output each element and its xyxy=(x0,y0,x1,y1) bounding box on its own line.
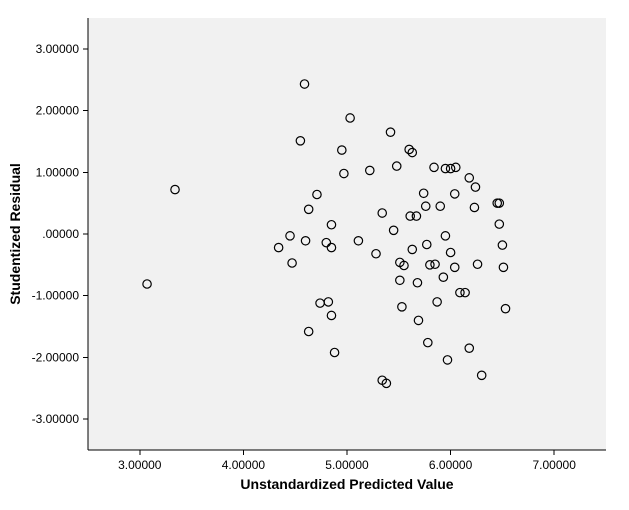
x-axis: 3.00000 4.00000 5.00000 6.00000 7.00000 xyxy=(88,450,606,472)
x-tick-label: 5.00000 xyxy=(325,458,369,472)
x-tick-label: 3.00000 xyxy=(118,458,162,472)
x-tick-label: 4.00000 xyxy=(222,458,266,472)
y-axis-title: Studentized Residual xyxy=(7,163,23,305)
y-tick-label: -2.00000 xyxy=(32,350,80,364)
y-tick-label: 3.00000 xyxy=(36,42,80,56)
y-tick-label: -3.00000 xyxy=(32,412,80,426)
y-tick-label: 1.00000 xyxy=(36,165,80,179)
chart-svg: -3.00000 -2.00000 -1.00000 .00000 1.00000 2.0… xyxy=(0,0,629,510)
y-tick-label: -1.00000 xyxy=(32,289,80,303)
x-axis-title: Unstandardized Predicted Value xyxy=(240,476,453,492)
y-tick-label: .00000 xyxy=(42,227,79,241)
plot-background xyxy=(88,18,606,450)
y-axis: -3.00000 -2.00000 -1.00000 .00000 1.00000 2.0… xyxy=(32,18,88,450)
y-tick-label: 2.00000 xyxy=(36,104,80,118)
scatter-chart: -3.00000 -2.00000 -1.00000 .00000 1.00000 2.0… xyxy=(0,0,629,510)
x-tick-label: 7.00000 xyxy=(533,458,577,472)
x-tick-label: 6.00000 xyxy=(429,458,473,472)
